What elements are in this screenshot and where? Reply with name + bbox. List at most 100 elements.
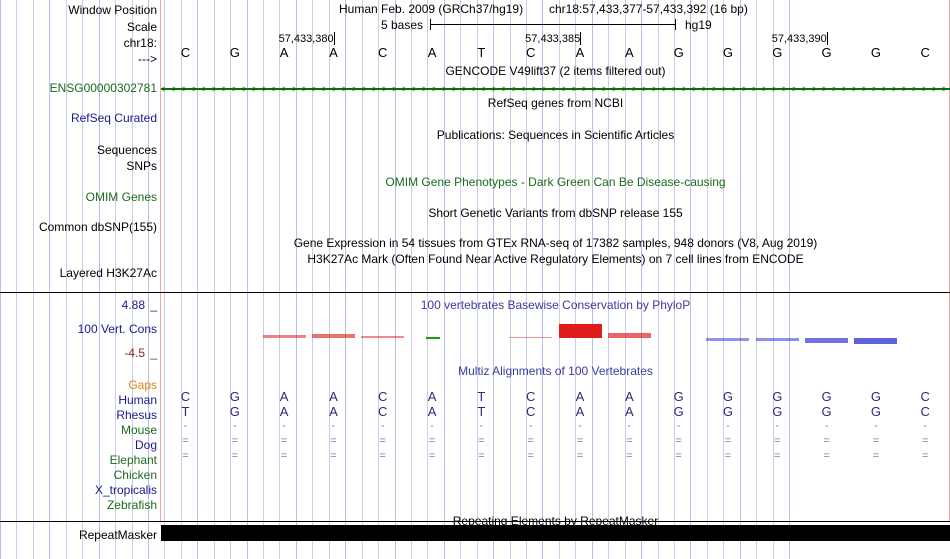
- ruler-tick: [334, 32, 335, 45]
- species-label-dog[interactable]: Dog: [134, 438, 157, 452]
- alignment-double-dash: =: [478, 435, 485, 447]
- species-label-mouse[interactable]: Mouse: [120, 423, 157, 437]
- divider-conservation-top: [0, 292, 950, 293]
- conservation-bar: [854, 338, 897, 344]
- conservation-neutral-tick: [426, 337, 440, 339]
- gridline: [641, 0, 642, 559]
- gene-strand-arrow-icon: >: [642, 84, 648, 94]
- alignment-base: C: [378, 389, 388, 404]
- alignment-row[interactable]: [161, 479, 950, 494]
- alignment-row[interactable]: ----------------: [161, 419, 950, 434]
- alignment-dash: -: [479, 420, 484, 432]
- gridline: [329, 0, 330, 559]
- gridline: [411, 0, 412, 559]
- gene-strand-arrow-icon: >: [372, 84, 378, 94]
- alignment-base: T: [477, 389, 486, 404]
- track-label-omim-genes[interactable]: OMIM Genes: [85, 190, 157, 204]
- track-label-scale[interactable]: Scale: [126, 20, 157, 34]
- gene-strand-arrow-icon: >: [162, 84, 168, 94]
- gridline: [625, 0, 626, 559]
- species-label-rhesus[interactable]: Rhesus: [116, 408, 157, 422]
- gencode-gene-track[interactable]: > > > > > > > > > > > > > > > > > > > > > > > > > > > > > > > > > > > > > > > >…: [161, 84, 950, 94]
- gene-strand-arrow-icon: >: [882, 84, 888, 94]
- alignment-double-dash: =: [872, 435, 880, 447]
- alignment-dash: -: [874, 420, 878, 432]
- gene-strand-arrow-icon: >: [332, 84, 338, 94]
- track-label-snps[interactable]: SNPs: [126, 159, 157, 173]
- alignment-double-dash: =: [379, 450, 386, 462]
- gridline: [66, 0, 67, 559]
- alignment-row[interactable]: [161, 464, 950, 479]
- gene-strand-arrow-icon: >: [532, 84, 538, 94]
- gene-strand-arrow-icon: >: [822, 84, 828, 94]
- gridline: [164, 0, 165, 559]
- caption-h3k27ac: H3K27Ac Mark (Often Found Near Active Re…: [307, 252, 804, 266]
- species-label-chicken[interactable]: Chicken: [113, 468, 157, 482]
- ruler-base: A: [329, 45, 338, 60]
- gene-strand-arrow-icon: >: [912, 84, 918, 94]
- conservation-bar: [805, 338, 848, 343]
- species-label-elephant[interactable]: Elephant: [109, 453, 157, 467]
- gene-strand-arrow-icon: >: [842, 84, 848, 94]
- alignment-double-dash: =: [823, 435, 830, 447]
- track-label-sequences[interactable]: Sequences: [96, 143, 157, 157]
- gene-strand-arrow-icon: >: [442, 84, 448, 94]
- repeatmasker-bar[interactable]: [161, 525, 950, 541]
- ruler-base: G: [229, 45, 240, 60]
- species-label-zebrafish[interactable]: Zebrafish: [106, 498, 157, 512]
- gene-strand-arrow-icon: >: [772, 84, 778, 94]
- alignment-double-dash: =: [823, 450, 830, 462]
- alignment-base: A: [624, 404, 634, 419]
- gene-strand-arrow-icon: >: [512, 84, 518, 94]
- scale-bar: [430, 19, 676, 30]
- alignment-dash: -: [627, 420, 632, 432]
- conservation-bar: [756, 338, 799, 341]
- gridline: [707, 0, 708, 559]
- alignment-dash: -: [232, 420, 237, 432]
- gridline: [263, 0, 264, 559]
- gridline: [756, 0, 757, 559]
- gene-strand-arrow-icon: >: [412, 84, 418, 94]
- ruler-base: A: [575, 45, 585, 60]
- gridline: [197, 0, 198, 559]
- alignment-base: C: [180, 389, 191, 404]
- track-label-conservation[interactable]: 100 Vert. Cons: [77, 322, 157, 336]
- species-label-human[interactable]: Human: [118, 393, 157, 407]
- species-label-gaps[interactable]: Gaps: [128, 378, 157, 392]
- alignment-row[interactable]: [161, 494, 950, 509]
- alignment-base: A: [427, 404, 437, 419]
- gene-strand-arrow-icon: >: [942, 84, 948, 94]
- track-label-repeatmasker[interactable]: RepeatMasker: [78, 528, 157, 542]
- gene-strand-arrow-icon: >: [832, 84, 838, 94]
- ruler-position-label: 57,433,390: [771, 33, 827, 45]
- alignment-double-dash: =: [774, 450, 781, 462]
- track-label-window-position[interactable]: Window Position: [68, 3, 157, 17]
- track-label-refseq[interactable]: RefSeq Curated: [70, 111, 157, 125]
- gene-strand-arrow-icon: >: [222, 84, 228, 94]
- alignment-base: C: [378, 404, 388, 419]
- track-label-gencode[interactable]: ENSG00000302781: [49, 81, 157, 95]
- track-label-h3k27ac[interactable]: Layered H3K27Ac: [59, 266, 157, 280]
- alignment-double-dash: =: [724, 435, 732, 447]
- conservation-bar: [608, 333, 651, 338]
- track-label-common-dbsnp[interactable]: Common dbSNP(155): [38, 220, 157, 234]
- track-data-area[interactable]: Human Feb. 2009 (GRCh37/hg19) chr18:57,4…: [161, 0, 950, 559]
- gridline: [132, 0, 133, 559]
- species-label-x-tropicalis[interactable]: X_tropicalis: [94, 483, 157, 497]
- ruler-base: G: [722, 45, 733, 60]
- ruler-position-label: 57,433,380: [278, 33, 334, 45]
- phylop-conservation-plot[interactable]: [161, 298, 950, 354]
- alignment-row[interactable]: [161, 374, 950, 389]
- gridline: [674, 0, 675, 559]
- alignment-double-dash: =: [921, 435, 929, 447]
- gene-strand-arrow-icon: >: [812, 84, 818, 94]
- alignment-base: A: [329, 404, 338, 419]
- alignment-base: G: [821, 404, 832, 419]
- gene-strand-arrow-icon: >: [242, 84, 248, 94]
- alignment-row[interactable]: = = = = = = = = = = = = = = = =: [161, 449, 950, 464]
- alignment-row[interactable]: = = = = = = = = = = = = = = = =: [161, 434, 950, 449]
- alignment-dash: -: [430, 420, 434, 432]
